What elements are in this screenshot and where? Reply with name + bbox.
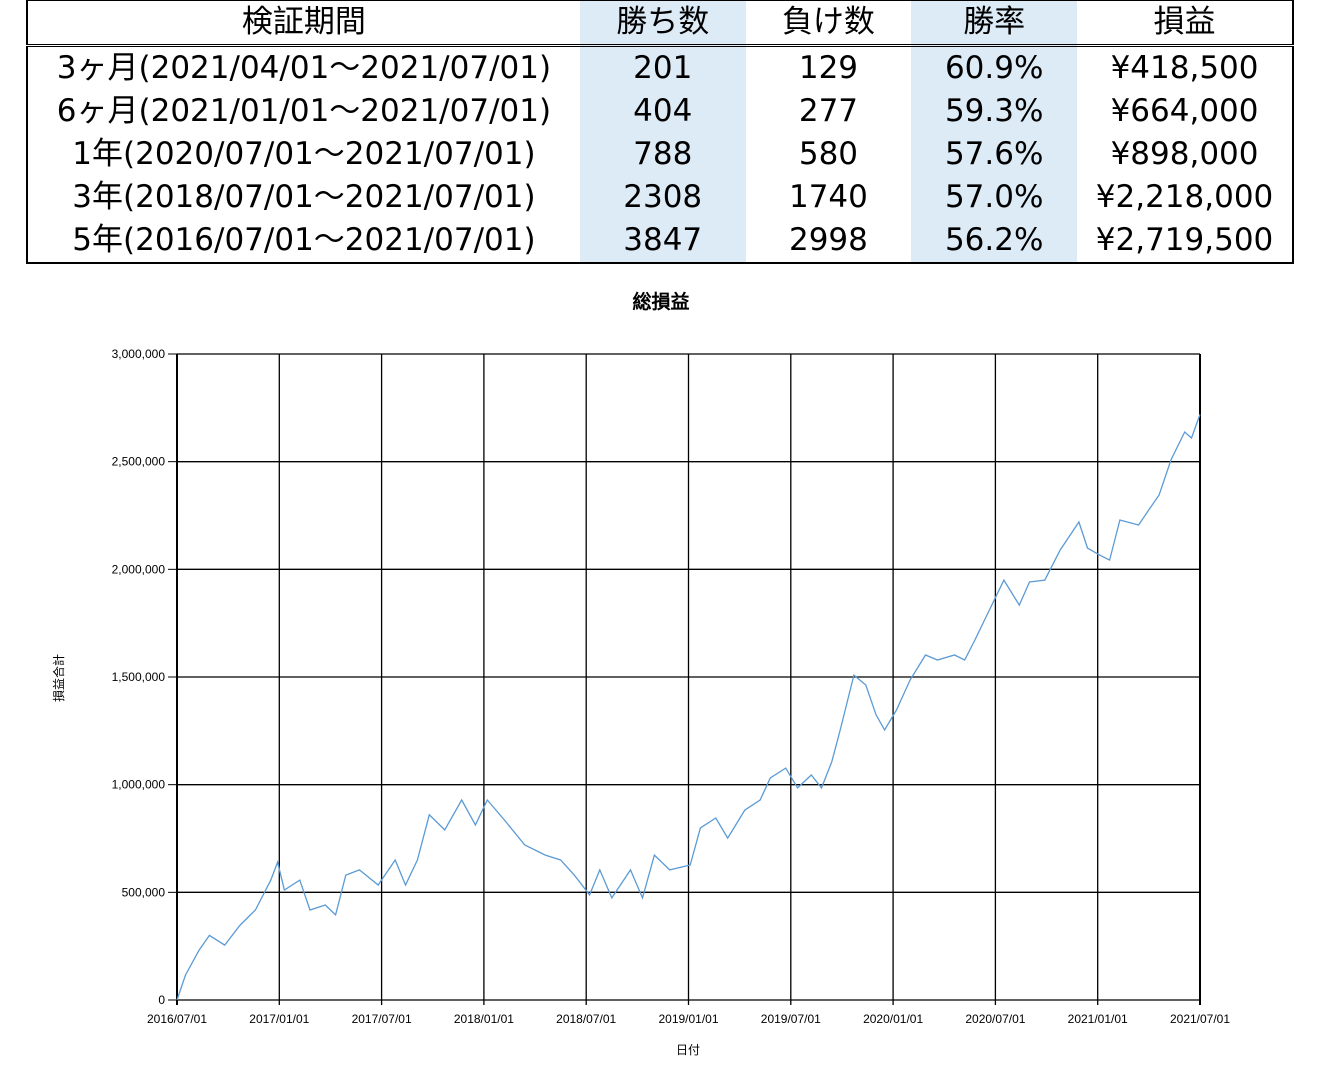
chart-title: 総損益 bbox=[632, 290, 689, 313]
cell-profit: ¥898,000 bbox=[1110, 136, 1259, 172]
x-tick-label: 2021/07/01 bbox=[1170, 1012, 1230, 1026]
y-tick-label: 2,500,000 bbox=[112, 455, 166, 469]
y-axis-label: 損益合計 bbox=[51, 654, 66, 702]
header-losses: 負け数 bbox=[745, 0, 912, 47]
y-tick-label: 1,000,000 bbox=[112, 778, 166, 792]
x-tick-label: 2019/07/01 bbox=[761, 1012, 821, 1026]
cell-profit: ¥2,719,500 bbox=[1095, 222, 1274, 258]
cell-losses: 2998 bbox=[788, 222, 868, 258]
profit-line bbox=[176, 414, 1201, 1001]
cell-period: 1年(2020/07/01～2021/07/01) bbox=[72, 136, 536, 172]
cell-win-rate: 57.0% bbox=[911, 176, 1078, 219]
x-tick-label: 2017/01/01 bbox=[249, 1012, 309, 1026]
y-tick-label: 3,000,000 bbox=[112, 347, 166, 361]
cell-wins: 788 bbox=[579, 133, 746, 176]
cell-profit: ¥2,218,000 bbox=[1095, 179, 1274, 215]
cell-losses: 580 bbox=[798, 136, 859, 172]
cell-losses: 129 bbox=[798, 50, 859, 86]
cell-wins: 2308 bbox=[579, 176, 746, 219]
header-win-rate: 勝率 bbox=[911, 0, 1078, 47]
y-tick-label: 500,000 bbox=[122, 885, 166, 899]
y-tick-label: 2,000,000 bbox=[112, 562, 166, 576]
cell-wins: 201 bbox=[579, 45, 746, 90]
x-tick-label: 2018/01/01 bbox=[454, 1012, 514, 1026]
cell-profit: ¥664,000 bbox=[1110, 93, 1259, 129]
x-tick-label: 2021/01/01 bbox=[1068, 1012, 1128, 1026]
cell-wins: 3847 bbox=[579, 219, 746, 263]
x-tick-label: 2020/07/01 bbox=[965, 1012, 1025, 1026]
cell-losses: 277 bbox=[798, 93, 859, 129]
x-tick-label: 2017/07/01 bbox=[352, 1012, 412, 1026]
cell-period: 6ヶ月(2021/01/01～2021/07/01) bbox=[56, 93, 552, 129]
cell-win-rate: 56.2% bbox=[911, 219, 1078, 263]
profit-chart: 総損益 0 500,000 1,000,000 1,500,000 2,000,000 2… bbox=[51, 290, 1230, 1057]
cell-period: 3ヶ月(2021/04/01～2021/07/01) bbox=[56, 50, 552, 86]
header-profit: 損益 bbox=[1077, 0, 1293, 47]
table-row: 5年(2016/07/01～2021/07/01) 3847 2998 56.2% ¥2… bbox=[27, 219, 1293, 263]
cell-profit: ¥418,500 bbox=[1110, 50, 1259, 86]
cell-period: 5年(2016/07/01～2021/07/01) bbox=[72, 222, 536, 258]
table-row: 3ヶ月(2021/04/01～2021/07/01) 201 129 60.9% ¥41… bbox=[27, 45, 1293, 90]
y-tick-label: 0 bbox=[158, 993, 165, 1007]
cell-win-rate: 59.3% bbox=[911, 90, 1078, 133]
x-tick-label: 2020/01/01 bbox=[863, 1012, 923, 1026]
cell-win-rate: 57.6% bbox=[911, 133, 1078, 176]
cell-wins: 404 bbox=[579, 90, 746, 133]
table-row: 3年(2018/07/01～2021/07/01) 2308 1740 57.0% ¥2… bbox=[27, 176, 1293, 219]
x-tick-label: 2018/07/01 bbox=[556, 1012, 616, 1026]
cell-win-rate: 60.9% bbox=[911, 45, 1078, 90]
cell-losses: 1740 bbox=[788, 179, 868, 215]
header-period: 検証期間 bbox=[27, 0, 580, 47]
cell-period: 3年(2018/07/01～2021/07/01) bbox=[72, 179, 536, 215]
table-row: 6ヶ月(2021/01/01～2021/07/01) 404 277 59.3% ¥66… bbox=[27, 90, 1293, 133]
table-header-row: 検証期間 勝ち数 負け数 勝率 損益 bbox=[27, 0, 1293, 47]
x-axis-label: 日付 bbox=[676, 1043, 700, 1057]
x-tick-label: 2019/01/01 bbox=[658, 1012, 718, 1026]
table-row: 1年(2020/07/01～2021/07/01) 788 580 57.6% ¥898… bbox=[27, 133, 1293, 176]
x-tick-label: 2016/07/01 bbox=[147, 1012, 207, 1026]
results-table: 検証期間 勝ち数 負け数 勝率 損益 3ヶ月(2021/04/01～2021/0… bbox=[26, 0, 1294, 264]
y-tick-label: 1,500,000 bbox=[112, 670, 166, 684]
header-wins: 勝ち数 bbox=[579, 0, 746, 47]
